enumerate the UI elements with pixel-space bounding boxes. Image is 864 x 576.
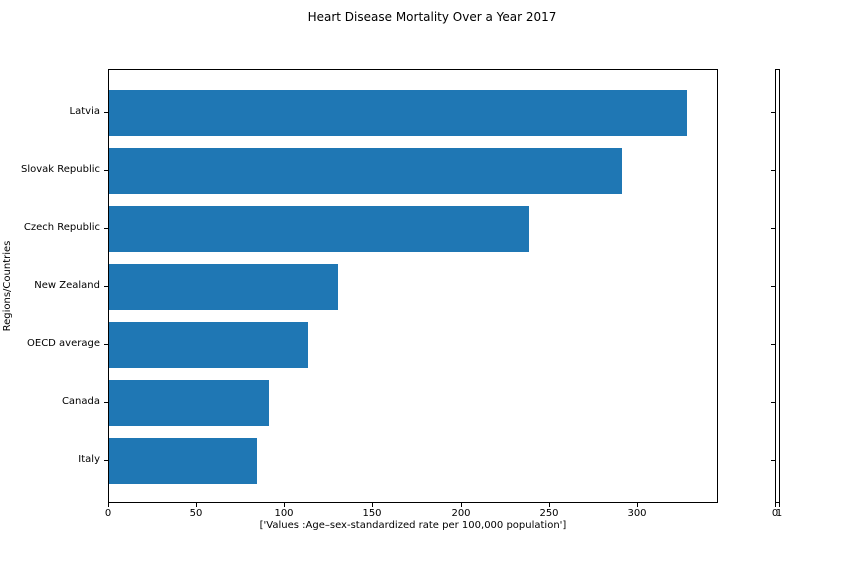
secondary-x-tick-mark	[775, 503, 776, 507]
chart-title: Heart Disease Mortality Over a Year 2017	[307, 10, 557, 24]
y-tick-mark	[104, 402, 108, 403]
y-tick-mark	[104, 344, 108, 345]
secondary-y-tick-mark	[771, 402, 775, 403]
y-tick-mark	[104, 228, 108, 229]
bar-czech-republic	[109, 205, 529, 252]
x-tick-mark	[549, 503, 550, 507]
y-tick-label-latvia: Latvia	[69, 106, 100, 117]
secondary-x-tick-label-1: 1	[775, 508, 783, 519]
bar-italy	[109, 437, 257, 484]
secondary-y-tick-mark	[771, 170, 775, 171]
secondary-y-tick-mark	[771, 460, 775, 461]
plot-area	[108, 69, 718, 503]
x-tick-mark	[461, 503, 462, 507]
bar-new-zealand	[109, 263, 338, 310]
secondary-axis	[775, 69, 780, 503]
x-tick-label-150: 150	[362, 508, 382, 519]
x-tick-label-50: 50	[189, 508, 203, 519]
x-tick-mark	[108, 503, 109, 507]
secondary-y-tick-mark	[771, 228, 775, 229]
y-tick-label-slovak-republic: Slovak Republic	[21, 164, 100, 175]
y-tick-mark	[104, 112, 108, 113]
y-tick-label-canada: Canada	[61, 396, 100, 407]
y-tick-label-czech-republic: Czech Republic	[23, 222, 100, 233]
y-tick-label-oecd-average: OECD average	[27, 338, 100, 349]
secondary-y-tick-mark	[771, 344, 775, 345]
x-tick-label-200: 200	[451, 508, 471, 519]
bar-slovak-republic	[109, 147, 622, 194]
secondary-y-tick-mark	[771, 112, 775, 113]
secondary-x-tick-label-0: 0	[771, 508, 779, 519]
x-tick-label-100: 100	[274, 508, 294, 519]
y-tick-mark	[104, 460, 108, 461]
x-axis-label: ['Values :Age–sex-standardized rate per …	[259, 520, 567, 531]
bar-latvia	[109, 89, 687, 136]
x-tick-label-250: 250	[539, 508, 559, 519]
y-tick-label-italy: Italy	[78, 454, 100, 465]
x-tick-mark	[372, 503, 373, 507]
x-tick-mark	[196, 503, 197, 507]
x-tick-label-300: 300	[627, 508, 647, 519]
x-tick-label-0: 0	[104, 508, 112, 519]
bar-oecd-average	[109, 321, 308, 368]
x-tick-mark	[284, 503, 285, 507]
y-tick-mark	[104, 170, 108, 171]
y-tick-mark	[104, 286, 108, 287]
y-tick-label-new-zealand: New Zealand	[34, 280, 100, 291]
x-tick-mark	[637, 503, 638, 507]
secondary-y-tick-mark	[771, 286, 775, 287]
bar-canada	[109, 379, 269, 426]
secondary-x-tick-mark	[779, 503, 780, 507]
